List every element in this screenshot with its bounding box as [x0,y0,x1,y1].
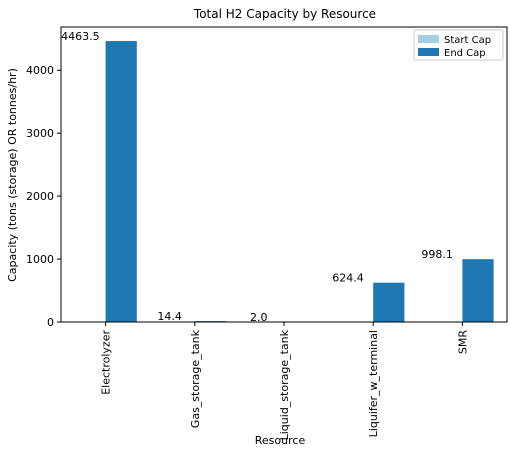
y-tick-label: 2000 [26,190,54,203]
y-tick-label: 3000 [26,127,54,140]
y-tick-label: 0 [47,316,54,329]
x-tick-label: SMR [456,330,469,354]
data-label: 14.4 [157,310,182,323]
end-cap-bar [105,41,137,322]
legend-label: End Cap [444,48,486,59]
x-tick-label: Liquifer_w_terminal [367,330,380,437]
data-label: 998.1 [421,248,453,261]
y-tick-label: 4000 [26,64,54,77]
legend-swatch [418,48,439,56]
x-axis-label: Resource [255,434,306,447]
data-label: 2.0 [250,311,268,324]
y-tick-label: 1000 [26,253,54,266]
legend: Start Cap End Cap [413,29,504,61]
end-cap-bar [373,282,405,322]
legend-swatch [418,35,439,43]
legend-label: Start Cap [444,35,491,46]
end-cap-bar [462,259,494,322]
x-tick-label: Electrolyzer [100,330,113,395]
x-tick-label: Gas_storage_tank [189,329,202,428]
data-label: 4463.5 [61,30,100,43]
plot-area: 0 1000 2000 3000 4000 4463.5 Electrolyzer 14.4 G… [26,30,494,440]
x-tick-label: Liquid_storage_tank [278,329,291,440]
y-axis-label: Capacity (tons (storage) OR tonnes/hr) [6,68,19,282]
plot-frame [60,26,508,323]
chart-title: Total H2 Capacity by Resource [193,7,376,21]
data-label: 624.4 [332,272,364,285]
